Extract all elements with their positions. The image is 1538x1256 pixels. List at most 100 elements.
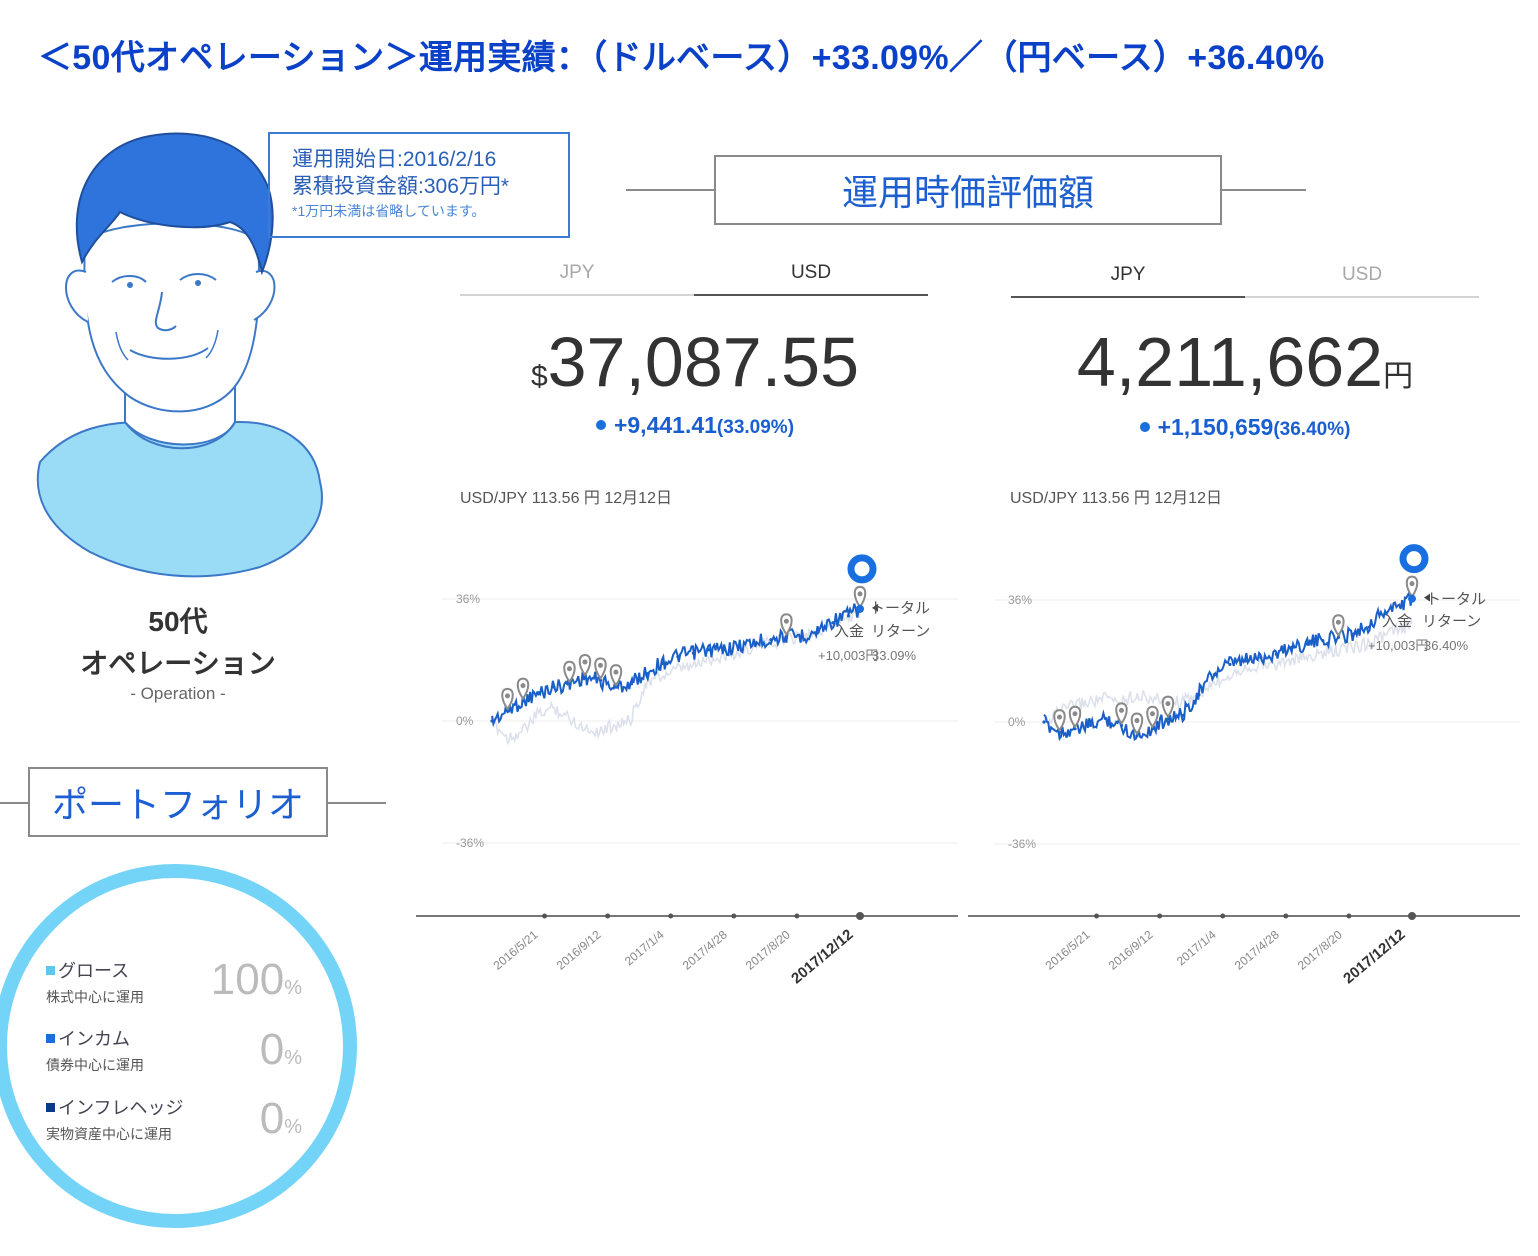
data-point xyxy=(1088,723,1093,727)
portfolio-title-line-left xyxy=(0,802,32,804)
persona-name: 50代 オペレーション - Operation - xyxy=(60,600,296,704)
tab-jpy[interactable]: JPY xyxy=(1011,264,1245,298)
income-swatch xyxy=(46,1033,55,1043)
deposit-pin-icon[interactable] xyxy=(563,660,576,684)
series-line-portfolio xyxy=(491,603,861,728)
portfolio-sub: 債券中心に運用 xyxy=(46,1057,144,1073)
y-tick-label: 0% xyxy=(1008,715,1026,729)
portfolio-value-inflation-hedge: 0% xyxy=(162,1094,302,1144)
change-dot-icon xyxy=(1139,421,1150,432)
deposit-pin-icon[interactable] xyxy=(1146,705,1159,729)
x-tick-label: 2016/9/12 xyxy=(554,927,604,972)
data-point xyxy=(1398,605,1402,609)
legend-deposit: 入金 xyxy=(1382,613,1412,630)
portfolio-unit: % xyxy=(284,977,302,999)
data-point xyxy=(1212,673,1216,677)
current-position-icon[interactable] xyxy=(847,554,877,584)
data-point xyxy=(722,648,726,652)
data-point xyxy=(1321,639,1325,643)
data-point xyxy=(1274,652,1278,656)
x-tick-label: 2017/1/4 xyxy=(1174,927,1219,968)
data-point xyxy=(645,672,649,676)
data-point xyxy=(1073,727,1077,731)
deposit-pin-icon[interactable] xyxy=(1115,702,1128,726)
deposit-pin-icon[interactable] xyxy=(578,653,592,677)
deposit-pin-icon[interactable] xyxy=(853,585,867,609)
exchange-rate: USD/JPY 113.56 円 12月12日 xyxy=(460,490,672,507)
valuation-change-jpy: +1,150,659(36.40%) xyxy=(1010,414,1480,441)
data-point xyxy=(1150,727,1155,731)
performance-chart-jpy[interactable]: 36% 0% -36% 2016/5/21 2016/9/12 2017/1/4 2017… xyxy=(968,540,1520,1010)
portfolio-ring xyxy=(0,864,357,1228)
portfolio-value: 0 xyxy=(259,1025,285,1074)
legend-total: トータル xyxy=(870,600,930,617)
x-tick-label: 2017/1/4 xyxy=(622,927,667,968)
tab-usd[interactable]: USD xyxy=(694,262,928,296)
performance-chart-usd[interactable]: 36% 0% -36% 2016/5/21 2016/9/12 2017/1/4 2017… xyxy=(416,540,960,1010)
data-point xyxy=(1259,656,1263,660)
data-point xyxy=(691,651,695,655)
x-tick-label: 2017/12/12 xyxy=(788,926,856,987)
legend-deposit: 入金 xyxy=(834,623,864,640)
portfolio-unit: % xyxy=(284,1116,302,1138)
exchange-rate: USD/JPY 113.56 円 12月12日 xyxy=(1010,490,1222,507)
tab-usd[interactable]: USD xyxy=(1245,264,1479,298)
currency-suffix: 円 xyxy=(1383,360,1414,393)
x-tick-label: 2017/8/20 xyxy=(1295,927,1345,972)
deposit-pin-icon[interactable] xyxy=(609,664,623,687)
growth-swatch xyxy=(46,965,55,975)
persona-age: 50代 xyxy=(148,606,208,637)
deposit-pin-icon[interactable] xyxy=(780,613,793,637)
deposit-pin-icon[interactable] xyxy=(1053,709,1066,732)
data-point xyxy=(1290,645,1294,649)
data-point xyxy=(784,634,788,638)
portfolio-title: ポートフォリオ xyxy=(28,767,328,837)
valuation-amount: 4,211,662 xyxy=(1076,323,1384,401)
x-tick-label: 2016/9/12 xyxy=(1106,927,1156,972)
persona-english: - Operation - xyxy=(130,684,226,703)
deposit-pin-icon[interactable] xyxy=(1405,575,1419,599)
data-point xyxy=(800,634,804,638)
series-line-benchmark xyxy=(1043,618,1413,725)
data-point xyxy=(505,709,510,713)
x-tick-dot xyxy=(856,912,864,920)
deposit-pin-icon[interactable] xyxy=(501,687,514,711)
section-title-line-right xyxy=(1222,189,1306,191)
portfolio-sub: 実物資産中心に運用 xyxy=(46,1126,172,1142)
x-tick-label: 2017/4/28 xyxy=(680,927,730,972)
data-point xyxy=(1197,693,1201,697)
start-date: 運用開始日:2016/2/16 xyxy=(292,148,497,171)
data-point xyxy=(1336,635,1340,639)
y-tick-label: 0% xyxy=(456,714,474,728)
portfolio-value: 100 xyxy=(210,955,285,1004)
portfolio-name: インカム xyxy=(58,1029,130,1049)
valuation-change-usd: +9,441.41(33.09%) xyxy=(460,412,930,439)
current-value-dot xyxy=(1408,594,1416,603)
y-tick-label: -36% xyxy=(456,836,484,850)
deposit-pin-icon[interactable] xyxy=(1130,712,1144,736)
deposit-pin-icon[interactable] xyxy=(1332,614,1345,638)
data-point xyxy=(1135,734,1139,738)
data-point xyxy=(1243,659,1247,663)
x-tick-dot xyxy=(1283,913,1289,919)
series-line-portfolio xyxy=(1043,588,1413,742)
valuation-jpy: 4,211,662円 xyxy=(1010,322,1480,402)
legend-arrow-icon xyxy=(1424,593,1430,602)
data-point xyxy=(815,631,819,635)
deposit-pin-icon[interactable] xyxy=(1068,705,1082,729)
section-title-line-left xyxy=(626,189,716,191)
currency-tabs-jpy-panel: JPY USD xyxy=(1011,264,1479,298)
deposit-pin-icon[interactable] xyxy=(516,677,530,701)
data-point xyxy=(660,661,664,665)
x-tick-dot xyxy=(1346,913,1352,919)
change-dot-icon xyxy=(595,419,606,430)
page-headline: ＜50代オペレーション＞運用実績：（ドルベース）+33.09%／（円ベース）+3… xyxy=(38,39,1325,77)
data-point xyxy=(567,682,572,686)
data-point xyxy=(707,648,711,652)
data-point xyxy=(1305,642,1309,646)
deposit-pin-icon[interactable] xyxy=(594,657,607,681)
current-position-icon[interactable] xyxy=(1399,544,1429,574)
deposit-pin-icon[interactable] xyxy=(1161,695,1175,719)
change-amount: +1,150,659 xyxy=(1157,414,1274,440)
tab-jpy[interactable]: JPY xyxy=(460,262,694,296)
